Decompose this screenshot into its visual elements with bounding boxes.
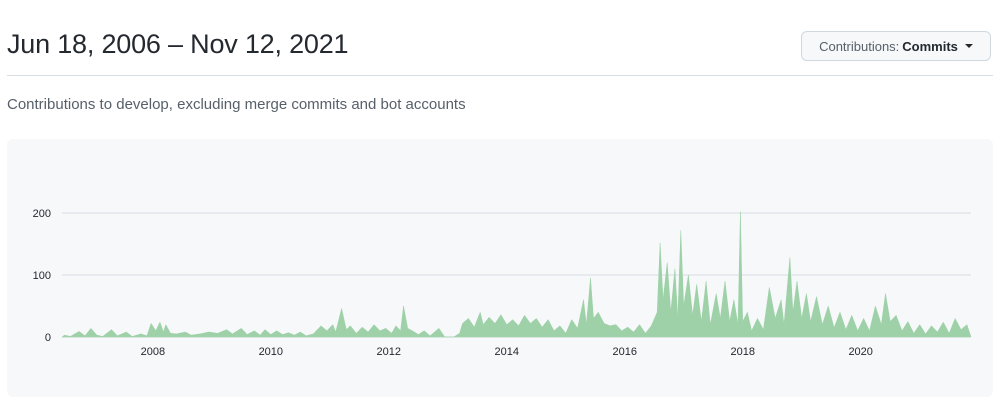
- page-header: Jun 18, 2006 – Nov 12, 2021 Contribution…: [0, 0, 1004, 76]
- x-tick-label-2008: 2008: [141, 346, 165, 358]
- triangle-down-icon: [964, 44, 973, 48]
- x-tick-label-2018: 2018: [730, 346, 754, 358]
- header-divider: [7, 75, 993, 76]
- x-tick-label-2020: 2020: [848, 346, 872, 358]
- y-tick-label-100: 100: [33, 270, 51, 282]
- contributions-select-value: Commits: [902, 38, 958, 54]
- x-tick-label-2012: 2012: [377, 346, 401, 358]
- date-range-title: Jun 18, 2006 – Nov 12, 2021: [7, 29, 349, 59]
- x-tick-label-2016: 2016: [613, 346, 637, 358]
- commits-area: [61, 211, 972, 338]
- x-tick-label-2010: 2010: [259, 346, 283, 358]
- x-tick-label-2014: 2014: [495, 346, 519, 358]
- y-tick-label-200: 200: [33, 208, 51, 220]
- chart-description: Contributions to develop, excluding merg…: [7, 96, 466, 113]
- contributions-select-label: Contributions:: [819, 38, 900, 54]
- contributions-chart-svg: 0 100 200 2008 2010 2012 2014 2016 2018 2020: [33, 208, 972, 358]
- y-tick-label-0: 0: [45, 332, 51, 344]
- contributions-chart: 0 100 200 2008 2010 2012 2014 2016 2018 2020: [7, 139, 993, 397]
- contributions-select[interactable]: Contributions: Commits: [801, 31, 991, 61]
